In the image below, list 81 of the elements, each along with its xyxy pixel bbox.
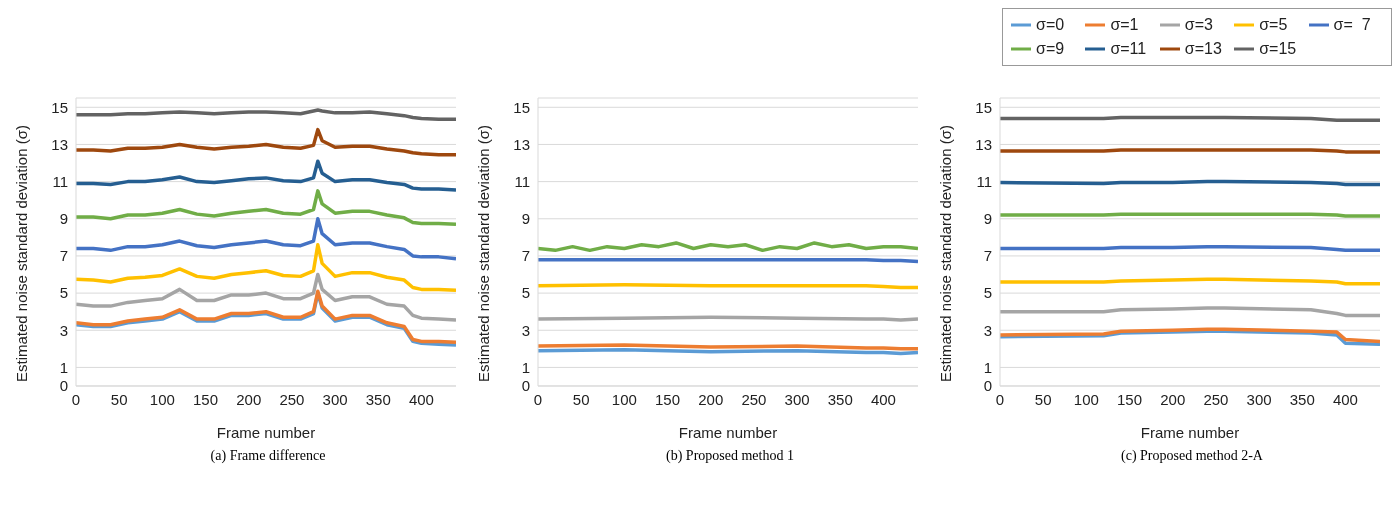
y-tick-label: 0 xyxy=(59,377,68,395)
x-tick-label: 50 xyxy=(110,390,128,408)
y-tick-label: 3 xyxy=(521,321,530,339)
legend-label: σ= 7 xyxy=(1333,15,1371,35)
y-tick-label: 5 xyxy=(59,284,68,302)
x-tick-label: 350 xyxy=(827,390,853,408)
x-tick-label: 50 xyxy=(572,390,590,408)
x-tick-label: 50 xyxy=(1034,390,1052,408)
x-tick-label: 400 xyxy=(1332,390,1358,408)
y-tick-label: 3 xyxy=(983,321,992,339)
x-tick-label: 250 xyxy=(1203,390,1229,408)
x-tick-label: 0 xyxy=(995,390,1005,408)
line-series xyxy=(76,272,456,322)
x-tick-label: 200 xyxy=(698,390,724,408)
x-tick-label: 100 xyxy=(149,390,175,408)
y-tick-label: 0 xyxy=(521,377,530,395)
y-tick-label: 15 xyxy=(975,98,992,116)
y-tick-label: 1 xyxy=(983,358,992,376)
y-tick-label: 1 xyxy=(521,358,530,376)
y-axis-title: Estimated noise standard deviation (σ) xyxy=(13,125,31,382)
y-tick-label: 9 xyxy=(59,210,68,228)
line-series xyxy=(76,189,456,227)
y-tick-label: 7 xyxy=(59,247,68,265)
legend-label: σ=5 xyxy=(1259,15,1288,35)
x-tick-label: 350 xyxy=(365,390,391,408)
x-tick-label: 0 xyxy=(71,390,81,408)
y-axis-title: Estimated noise standard deviation (σ) xyxy=(475,125,493,382)
y-tick-label: 9 xyxy=(521,210,530,228)
y-tick-label: 9 xyxy=(983,210,992,228)
y-tick-label: 7 xyxy=(521,247,530,265)
legend-label: σ=15 xyxy=(1259,39,1297,59)
x-tick-label: 400 xyxy=(870,390,896,408)
line-series xyxy=(76,127,456,157)
y-tick-label: 5 xyxy=(983,284,992,302)
y-tick-label: 13 xyxy=(51,135,68,153)
x-axis-title: Frame number xyxy=(216,424,316,441)
x-tick-label: 0 xyxy=(533,390,543,408)
x-tick-label: 400 xyxy=(408,390,434,408)
y-tick-label: 13 xyxy=(975,135,992,153)
text: (a) Frame difference xyxy=(209,448,327,464)
legend-label: σ=9 xyxy=(1036,39,1065,59)
y-axis-title: Estimated noise standard deviation (σ) xyxy=(937,125,955,382)
x-tick-label: 300 xyxy=(1246,390,1272,408)
legend-label: σ=11 xyxy=(1110,39,1147,59)
y-tick-label: 13 xyxy=(513,135,530,153)
text: (c) Proposed method 2-A xyxy=(1120,448,1264,464)
line-series xyxy=(76,243,456,293)
line-series xyxy=(76,159,456,192)
x-tick-label: 300 xyxy=(784,390,810,408)
x-tick-label: 300 xyxy=(322,390,348,408)
x-tick-label: 100 xyxy=(611,390,637,408)
legend-label: σ=13 xyxy=(1184,39,1222,59)
x-tick-label: 250 xyxy=(741,390,767,408)
y-tick-label: 5 xyxy=(521,284,530,302)
x-tick-label: 350 xyxy=(1289,390,1315,408)
x-tick-label: 200 xyxy=(1160,390,1186,408)
line-series xyxy=(538,241,918,253)
legend-label: σ=3 xyxy=(1184,15,1213,35)
legend-label: σ=0 xyxy=(1036,15,1065,35)
x-tick-label: 100 xyxy=(1073,390,1099,408)
y-tick-label: 11 xyxy=(52,172,68,190)
y-tick-label: 15 xyxy=(51,98,68,116)
y-tick-label: 7 xyxy=(983,247,992,265)
x-tick-label: 250 xyxy=(279,390,305,408)
x-tick-label: 150 xyxy=(193,390,219,408)
x-tick-label: 150 xyxy=(1117,390,1143,408)
line-series xyxy=(76,217,456,261)
y-tick-label: 15 xyxy=(513,98,530,116)
x-axis-title: Frame number xyxy=(678,424,778,441)
y-tick-label: 3 xyxy=(59,321,68,339)
x-tick-label: 150 xyxy=(655,390,681,408)
line-series xyxy=(76,108,456,122)
y-tick-label: 11 xyxy=(514,172,530,190)
y-tick-label: 11 xyxy=(976,172,992,190)
x-tick-label: 200 xyxy=(236,390,262,408)
x-axis-title: Frame number xyxy=(1140,424,1240,441)
line-series xyxy=(1000,306,1380,318)
text: (b) Proposed method 1 xyxy=(665,448,795,464)
y-tick-label: 0 xyxy=(983,377,992,395)
legend-label: σ=1 xyxy=(1110,15,1139,35)
y-tick-label: 1 xyxy=(59,358,68,376)
